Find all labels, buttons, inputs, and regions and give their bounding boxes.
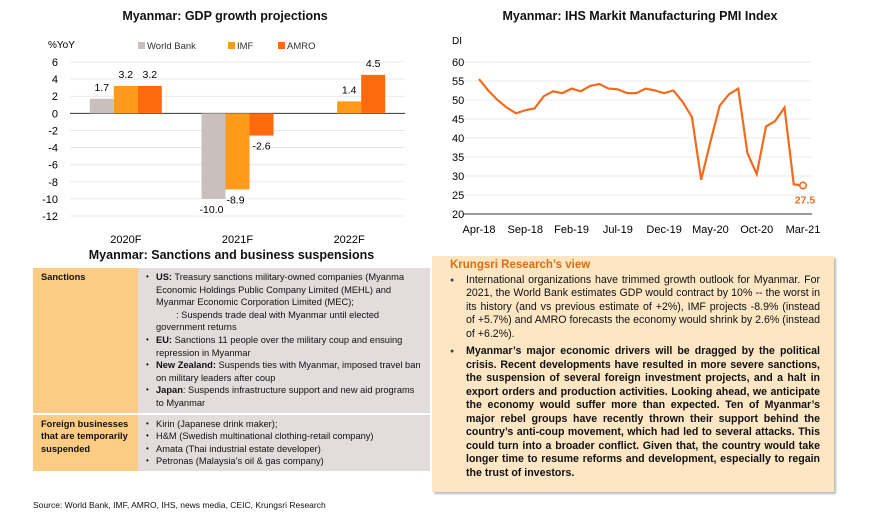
list-item: Japan: Suspends infrastructure support a… (146, 384, 424, 409)
data-label: 4.5 (366, 58, 381, 70)
table-row: Foreign businesses that are temporarily … (33, 413, 430, 473)
x-tick-label: 2021F (222, 234, 253, 246)
krungsri-view-box: Krungsri Research’s view International o… (432, 256, 834, 492)
data-label: 3.2 (119, 69, 134, 81)
x-tick-label: May-20 (692, 224, 729, 236)
x-tick-label: Dec-19 (646, 224, 681, 236)
bar-amro (249, 113, 274, 136)
legend-swatch (278, 42, 285, 49)
x-tick-label: Sep-18 (508, 224, 543, 236)
legend-label: IMF (237, 41, 254, 52)
table-row: SanctionsUS: Treasury sanctions military… (33, 268, 430, 415)
legend-swatch (228, 42, 235, 49)
bar-world-bank (201, 113, 226, 199)
legend-label: World Bank (147, 41, 196, 52)
gdp-chart: %YoY 6 4 2 0 -2 -4 -6 -8 -10 -12 2020F 1.7 3.2 3.2 2021… (42, 40, 405, 246)
y-tick-label: -8 (48, 177, 58, 189)
x-tick-label: Mar-21 (786, 224, 821, 236)
list-item: : Suspends trade deal with Myanmar until… (156, 309, 380, 333)
y-tick-label: 4 (52, 74, 58, 86)
y-tick-label: 2 (52, 91, 58, 103)
row-values: US: Treasury sanctions military-owned co… (138, 268, 430, 415)
y-tick-label: 50 (452, 95, 464, 107)
list-item: EU: Sanctions 11 people over the militar… (146, 334, 424, 359)
y-tick-label: 20 (452, 209, 464, 221)
y-tick-label: -2 (48, 125, 58, 137)
last-value-label: 27.5 (795, 195, 816, 207)
table-title: Myanmar: Sanctions and business suspensi… (88, 248, 375, 262)
y-axis-label: %YoY (48, 40, 75, 51)
bar-amro (137, 85, 162, 114)
x-tick-label: 2022F (334, 234, 365, 246)
data-label: -10.0 (200, 204, 224, 216)
x-tick-label: Oct-20 (740, 224, 773, 236)
list-item: New Zealand: Suspends ties with Myanmar,… (146, 359, 424, 384)
view-point-1: International organizations have trimmed… (448, 274, 820, 342)
y-tick-label: 40 (452, 133, 464, 145)
y-tick-label: 25 (452, 190, 464, 202)
bar-imf (337, 101, 362, 114)
row-label: Foreign businesses that are temporarily … (33, 413, 138, 473)
last-point-marker (798, 181, 807, 190)
bar-world-bank (89, 98, 114, 114)
y-tick-label: -12 (42, 211, 58, 223)
y-tick-label: 35 (452, 152, 464, 164)
x-tick-label: 2020F (110, 234, 141, 246)
bar-imf (225, 113, 250, 190)
data-label: 1.7 (95, 82, 110, 94)
y-axis-label: DI (452, 36, 462, 47)
y-tick-label: 55 (452, 76, 464, 88)
list-item: Amata (Thai industrial estate developer) (146, 443, 424, 456)
bar-imf (113, 85, 138, 114)
pmi-line (478, 78, 804, 187)
data-label: -2.6 (252, 141, 270, 153)
y-tick-label: 45 (452, 114, 464, 126)
legend-swatch (138, 42, 145, 49)
y-tick-label: -4 (48, 143, 58, 155)
view-point-2: Myanmar’s major economic drivers will be… (448, 345, 820, 480)
list-item: Kirin (Japanese drink maker); (146, 418, 424, 431)
x-tick-label: Apr-18 (462, 224, 495, 236)
data-label: 3.2 (143, 69, 158, 81)
list-item: H&M (Swedish multinational clothing-reta… (146, 430, 424, 443)
row-label: Sanctions (33, 268, 138, 415)
y-tick-label: -6 (48, 160, 58, 172)
y-tick-label: 60 (452, 57, 464, 69)
bar-amro (361, 74, 386, 114)
y-tick-label: 0 (52, 108, 58, 120)
x-tick-label: Jul-19 (603, 224, 633, 236)
data-label: 1.4 (342, 84, 357, 96)
pmi-chart-title: Myanmar: IHS Markit Manufacturing PMI In… (502, 9, 778, 23)
pmi-chart: DI 60 55 50 45 40 35 30 25 20 Apr-18 Sep-18 Feb-19 Ju… (452, 36, 821, 236)
view-title: Krungsri Research’s view (450, 259, 591, 271)
sanctions-table: SanctionsUS: Treasury sanctions military… (33, 268, 430, 473)
source-note: Source: World Bank, IMF, AMRO, IHS, news… (33, 500, 326, 510)
y-tick-label: -10 (42, 194, 58, 206)
x-tick-label: Feb-19 (554, 224, 589, 236)
row-values: Kirin (Japanese drink maker);H&M (Swedis… (138, 413, 430, 473)
list-item: US: Treasury sanctions military-owned co… (146, 271, 424, 309)
y-tick-label: 6 (52, 57, 58, 69)
gdp-chart-title: Myanmar: GDP growth projections (122, 9, 328, 23)
legend-label: AMRO (287, 41, 316, 52)
data-label: -8.9 (226, 194, 244, 206)
list-item: Petronas (Malaysia’s oil & gas company) (146, 455, 424, 468)
y-tick-label: 30 (452, 171, 464, 183)
